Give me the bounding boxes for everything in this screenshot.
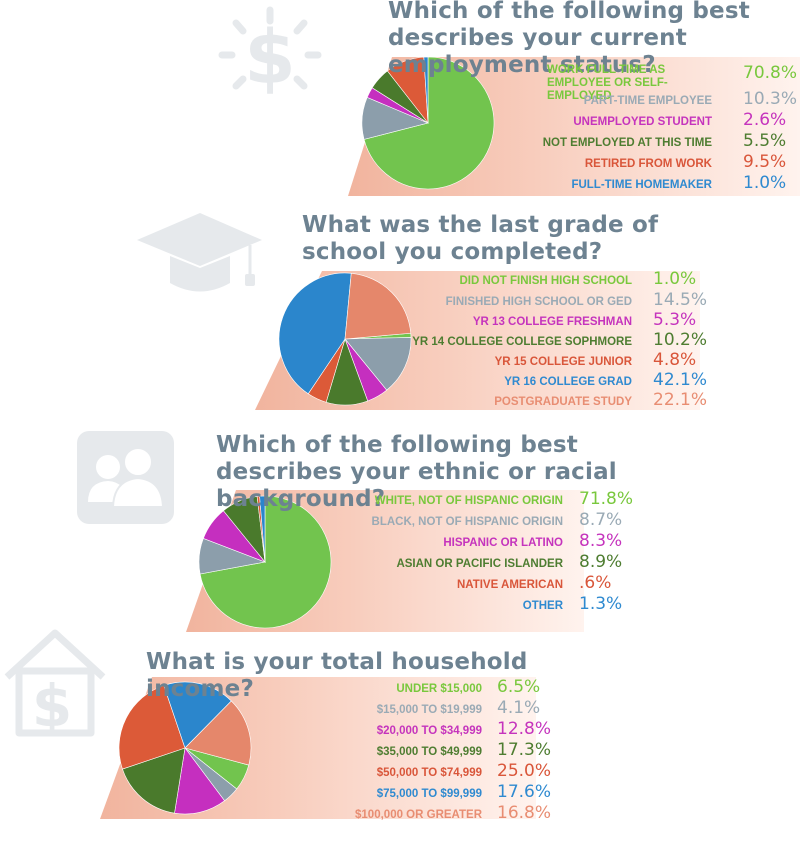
pie-slice-yr-16-college-grad bbox=[278, 272, 352, 395]
pie-chart-income bbox=[118, 681, 252, 815]
legend-value: 70.8% bbox=[743, 63, 798, 83]
legend-value: 5.5% bbox=[743, 131, 787, 151]
chart-title-education: What was the last grade of school you co… bbox=[302, 212, 659, 265]
legend-value: 9.5% bbox=[743, 152, 787, 172]
legend-value: 14.5% bbox=[653, 290, 708, 310]
pie-slice-work-full-time-as-employee-or-self-employed bbox=[363, 56, 495, 190]
legend-value: 4.8% bbox=[653, 350, 697, 370]
pie-chart-ethnicity bbox=[198, 495, 332, 629]
legend-value: 10.3% bbox=[743, 89, 798, 109]
dollar-sun-icon: $ bbox=[218, 6, 322, 101]
pie-slice-postgraduate-study bbox=[344, 272, 412, 340]
pie-slice-finished-high-school-or-ged bbox=[344, 337, 412, 391]
legend-label: YR 16 COLLEGE GRAD bbox=[504, 376, 632, 388]
chart-title-income: What is your total household income? bbox=[146, 649, 528, 702]
legend-label: BLACK, NOT OF HISPANIC ORIGIN bbox=[371, 516, 563, 528]
house-dollar-icon: $ bbox=[4, 629, 106, 740]
svg-text:$: $ bbox=[244, 15, 296, 101]
legend-value: 71.8% bbox=[579, 489, 634, 509]
legend-label: YR 15 COLLEGE JUNIOR bbox=[494, 356, 632, 368]
legend-value: 1.3% bbox=[579, 594, 623, 614]
legend-label: $20,000 TO $34,999 bbox=[376, 725, 482, 737]
pie-slice-35-000-to-49-999 bbox=[122, 747, 186, 814]
legend-value: 17.3% bbox=[497, 740, 552, 760]
pie-slice-50-000-to-74-999 bbox=[118, 685, 186, 770]
chart-title-ethnicity: Which of the following best describes yo… bbox=[216, 432, 617, 512]
legend-value: 4.1% bbox=[497, 698, 541, 718]
legend-value: 5.3% bbox=[653, 310, 697, 330]
legend-value: 12.8% bbox=[497, 719, 552, 739]
pie-slice-other bbox=[259, 495, 266, 563]
legend-value: 8.7% bbox=[579, 510, 623, 530]
people-icon bbox=[77, 431, 174, 524]
legend-label: $100,000 OR GREATER bbox=[355, 809, 482, 821]
legend-label: NOT EMPLOYED AT THIS TIME bbox=[542, 137, 712, 149]
legend-value: 1.0% bbox=[743, 173, 787, 193]
legend-label: $35,000 TO $49,999 bbox=[376, 746, 482, 758]
legend-label: YR 14 COLLEGE COLLEGE SOPHMORE bbox=[412, 336, 632, 348]
pie-slice-100-000-or-greater bbox=[184, 700, 252, 766]
legend-value: 8.9% bbox=[579, 552, 623, 572]
legend-label: ASIAN OR PACIFIC ISLANDER bbox=[396, 558, 563, 570]
legend-value: 10.2% bbox=[653, 330, 708, 350]
legend-label: UNEMPLOYED STUDENT bbox=[573, 116, 712, 128]
legend-value: .6% bbox=[579, 573, 612, 593]
legend-label: NATIVE AMERICAN bbox=[456, 579, 563, 591]
legend-label: YR 13 COLLEGE FRESHMAN bbox=[472, 316, 632, 328]
legend-label: $75,000 TO $99,999 bbox=[376, 788, 482, 800]
legend-label: FULL-TIME HOMEMAKER bbox=[571, 179, 712, 191]
legend-label: RETIRED FROM WORK bbox=[584, 158, 712, 170]
legend-value: 25.0% bbox=[497, 761, 552, 781]
legend-label: PART-TIME EMPLOYEE bbox=[583, 95, 712, 107]
legend-label: UNDER $15,000 bbox=[396, 683, 482, 695]
legend-value: 42.1% bbox=[653, 370, 708, 390]
chart-title-employment: Which of the following best describes yo… bbox=[388, 0, 750, 78]
legend-value: 1.0% bbox=[653, 269, 697, 289]
legend-value: 16.8% bbox=[497, 803, 552, 823]
pie-slice-full-time-homemaker bbox=[423, 56, 429, 124]
legend-label: OTHER bbox=[522, 600, 563, 612]
legend-value: 6.5% bbox=[497, 677, 541, 697]
legend-label: POSTGRADUATE STUDY bbox=[494, 396, 632, 408]
legend-label: WHITE, NOT OF HISPANIC ORIGIN bbox=[374, 495, 563, 507]
svg-text:$: $ bbox=[32, 672, 72, 740]
legend-value: 2.6% bbox=[743, 110, 787, 130]
legend-label: $50,000 TO $74,999 bbox=[376, 767, 482, 779]
legend-label: HISPANIC OR LATINO bbox=[443, 537, 563, 549]
legend-value: 17.6% bbox=[497, 782, 552, 802]
graduation-cap-icon bbox=[137, 213, 262, 292]
pie-chart-education bbox=[278, 272, 412, 406]
legend-value: 22.1% bbox=[653, 390, 708, 410]
legend-label: $15,000 TO $19,999 bbox=[376, 704, 482, 716]
legend-label: WORK FULL TIME AS EMPLOYEE OR SELF-EMPLO… bbox=[547, 64, 668, 102]
pie-slice-75-000-to-99-999 bbox=[163, 681, 232, 749]
legend-value: 8.3% bbox=[579, 531, 623, 551]
pie-chart-employment bbox=[361, 56, 495, 190]
legend-label: FINISHED HIGH SCHOOL OR GED bbox=[445, 296, 632, 308]
legend-label: DID NOT FINISH HIGH SCHOOL bbox=[459, 275, 633, 287]
